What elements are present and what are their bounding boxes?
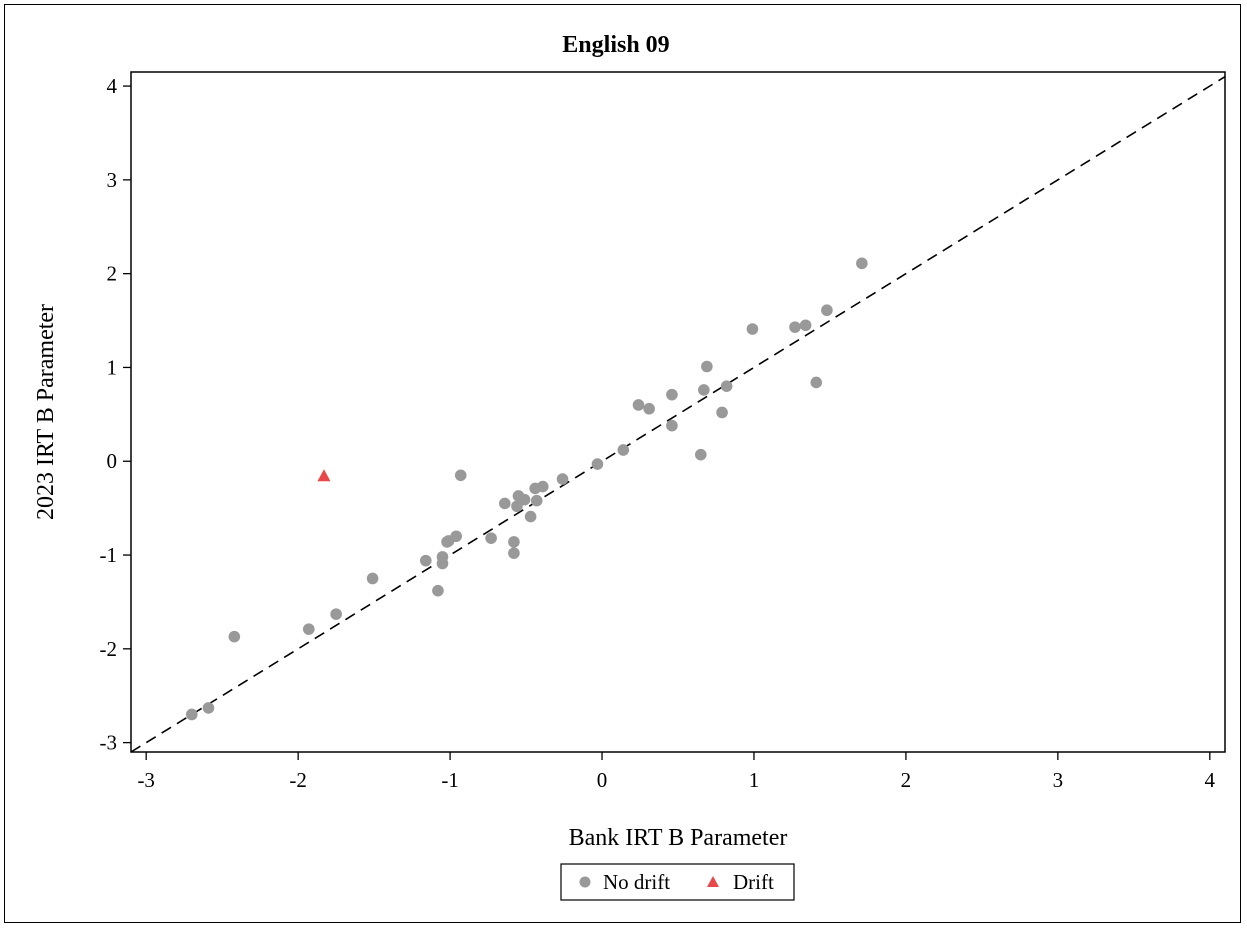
no-drift-point — [799, 319, 812, 332]
no-drift-point — [530, 494, 543, 507]
no-drift-point — [518, 493, 531, 506]
no-drift-point — [694, 448, 707, 461]
no-drift-point — [450, 530, 462, 543]
y-tick-label: -3 — [100, 731, 118, 755]
no-drift-point — [228, 630, 241, 643]
legend-box — [560, 863, 795, 901]
no-drift-point — [746, 323, 759, 335]
no-drift-point — [617, 444, 630, 456]
y-tick-label: -1 — [100, 543, 118, 567]
no-drift-point — [698, 384, 710, 396]
chart-frame: English 09 -3 -2 -1 0 1 2 3 4 -3 -2 -1 0 1 2 3 4 Bank … — [4, 4, 1241, 923]
points-layer — [185, 257, 868, 721]
no-drift-point — [643, 402, 655, 415]
no-drift-point — [498, 497, 511, 510]
no-drift-point — [856, 257, 868, 270]
no-drift-point — [302, 623, 315, 635]
no-drift-point — [432, 584, 444, 597]
no-drift-point — [330, 608, 342, 620]
y-tick-label: 1 — [107, 355, 118, 379]
y-tick-label: 2 — [107, 262, 118, 286]
x-tick-label: 4 — [1205, 768, 1216, 792]
x-tick-label: -3 — [137, 768, 155, 792]
no-drift-point — [720, 380, 733, 393]
chart-title: English 09 — [562, 32, 669, 58]
x-tick-label: 2 — [901, 768, 912, 792]
legend-drift-label: Drift — [733, 870, 774, 894]
no-drift-point — [524, 510, 537, 523]
y-tick-label: 0 — [107, 449, 118, 473]
no-drift-point — [366, 572, 379, 585]
plot-area — [130, 71, 1226, 753]
x-tick-label: 0 — [597, 768, 608, 792]
x-axis: -3 -2 -1 0 1 2 3 4 — [137, 752, 1216, 792]
no-drift-point — [508, 547, 520, 559]
legend: No drift Drift — [560, 863, 795, 901]
reference-line — [130, 76, 1226, 753]
no-drift-point — [454, 469, 467, 482]
y-axis-label: 2023 IRT B Parameter — [33, 304, 59, 520]
x-tick-label: 3 — [1053, 768, 1064, 792]
no-drift-point — [436, 557, 449, 570]
y-axis: -3 -2 -1 0 1 2 3 4 — [100, 74, 131, 755]
no-drift-point — [716, 406, 728, 419]
no-drift-point — [666, 388, 678, 401]
no-drift-point — [701, 360, 713, 373]
no-drift-point — [789, 321, 801, 333]
no-drift-point — [536, 480, 549, 493]
no-drift-point — [202, 702, 215, 714]
no-drift-point — [485, 532, 497, 544]
legend-no-drift-marker — [579, 876, 591, 888]
reference-line-layer — [130, 76, 1226, 753]
no-drift-point — [508, 536, 520, 548]
no-drift-point — [632, 399, 645, 411]
y-tick-label: 3 — [107, 168, 118, 192]
legend-no-drift-label: No drift — [603, 870, 670, 894]
x-tick-label: 1 — [749, 768, 760, 792]
scatter-chart: English 09 -3 -2 -1 0 1 2 3 4 -3 -2 -1 0 1 2 3 4 Bank … — [33, 32, 1226, 901]
no-drift-point — [810, 376, 823, 389]
no-drift-point — [821, 304, 833, 317]
legend-drift-marker — [707, 876, 719, 887]
no-drift-point — [591, 458, 604, 470]
y-tick-label: -2 — [100, 637, 118, 661]
x-tick-label: -1 — [441, 768, 459, 792]
no-drift-point — [185, 708, 198, 721]
x-tick-label: -2 — [289, 768, 307, 792]
no-drift-point — [556, 473, 569, 485]
no-drift-point — [666, 419, 678, 432]
no-drift-point — [511, 500, 523, 513]
x-axis-label: Bank IRT B Parameter — [569, 825, 788, 851]
drift-point — [317, 469, 331, 482]
no-drift-point — [419, 554, 432, 567]
y-tick-label: 4 — [107, 74, 118, 98]
